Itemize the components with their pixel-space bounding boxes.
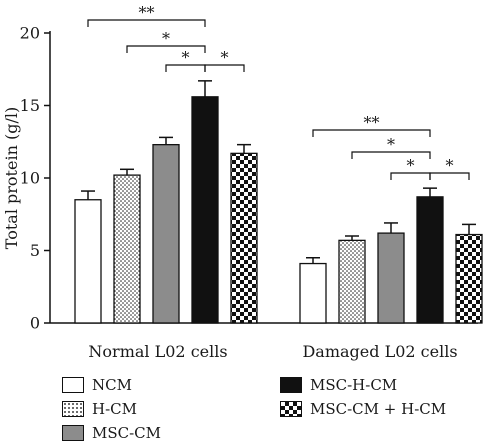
significance-label-1-3: * bbox=[446, 156, 454, 175]
significance-label-1-0: ** bbox=[364, 113, 380, 132]
axes: 0 5 10 15 20 Total protein (g/l) Normal L02 ce… bbox=[2, 24, 478, 361]
bar-msc-cm-damaged-l02-cells bbox=[377, 232, 405, 324]
bar-msc-h-cm-normal-l02-cells bbox=[191, 96, 219, 324]
bar-msc-h-cm-damaged-l02-cells bbox=[416, 196, 444, 324]
bar-msc-cm-normal-l02-cells bbox=[152, 143, 180, 324]
x-group-label-damaged-l02-cells: Damaged L02 cells bbox=[302, 342, 457, 361]
y-tick-label-15: 15 bbox=[20, 96, 40, 115]
significance-brackets: **** ***** * bbox=[87, 3, 470, 180]
y-axis-label: Total protein (g/l) bbox=[2, 107, 21, 249]
bar-msc-cm-h-cm-normal-l02-cells bbox=[230, 152, 258, 324]
significance-label-0-1: * bbox=[162, 29, 170, 48]
significance-bracket-1-3 bbox=[429, 172, 470, 180]
bar-msc-cm-h-cm-damaged-l02-cells bbox=[455, 233, 483, 324]
bars bbox=[74, 80, 483, 324]
bar-ncm-damaged-l02-cells bbox=[299, 262, 327, 324]
y-tick-label-0: 0 bbox=[30, 314, 40, 333]
significance-bracket-1-1 bbox=[351, 151, 431, 159]
significance-label-1-1: * bbox=[387, 135, 395, 154]
significance-label-0-0: ** bbox=[139, 3, 155, 22]
bar-h-cm-damaged-l02-cells bbox=[338, 239, 366, 324]
significance-label-1-2: * bbox=[407, 156, 415, 175]
significance-label-0-2: * bbox=[182, 48, 190, 67]
significance-bracket-1-0 bbox=[312, 129, 431, 137]
y-tick-label-5: 5 bbox=[30, 241, 40, 260]
y-tick-label-10: 10 bbox=[20, 169, 40, 188]
significance-bracket-0-3 bbox=[204, 64, 245, 72]
significance-bracket-0-0 bbox=[87, 19, 206, 27]
x-group-label-normal-l02-cells: Normal L02 cells bbox=[88, 342, 227, 361]
y-tick-label-20: 20 bbox=[20, 24, 40, 43]
bar-h-cm-normal-l02-cells bbox=[113, 174, 141, 324]
significance-bracket-0-1 bbox=[126, 45, 206, 53]
significance-label-0-3: * bbox=[221, 48, 229, 67]
bar-ncm-normal-l02-cells bbox=[74, 199, 102, 324]
